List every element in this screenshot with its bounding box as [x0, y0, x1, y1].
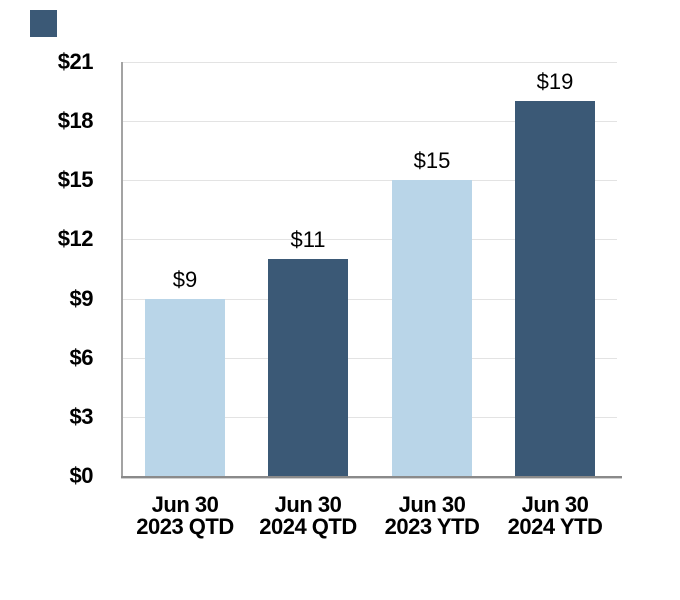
gridline	[123, 180, 617, 181]
x-category-label-line: 2023 YTD	[384, 514, 480, 539]
y-axis-line	[121, 62, 123, 478]
x-category-label: Jun 30 2023 YTD	[357, 494, 507, 538]
bar	[268, 259, 348, 476]
y-tick-label: $12	[57, 226, 94, 251]
y-tick-label: $15	[57, 167, 94, 192]
gridline	[123, 239, 617, 240]
gridline	[123, 417, 617, 418]
x-category-label-line: Jun 30	[274, 492, 342, 517]
x-category-label-line: Jun 30	[151, 492, 219, 517]
bar-value-label: $15	[413, 148, 451, 173]
x-axis-line	[121, 476, 622, 479]
x-category-label: Jun 30 2024 YTD	[480, 494, 630, 538]
y-tick-label: $18	[57, 108, 94, 133]
y-tick-label: $6	[69, 345, 94, 370]
gridline	[123, 121, 617, 122]
x-category-label: Jun 30 2023 QTD	[110, 494, 260, 538]
bar-value-label: $19	[536, 69, 574, 94]
artifact-square	[30, 10, 57, 37]
bar-value-label: $11	[290, 227, 326, 252]
y-tick-label: $9	[69, 286, 94, 311]
x-category-label: Jun 30 2024 QTD	[233, 494, 383, 538]
y-tick-label: $21	[57, 49, 94, 74]
x-category-label-line: Jun 30	[398, 492, 466, 517]
bar	[145, 299, 225, 476]
bar	[515, 101, 595, 476]
gridline	[123, 299, 617, 300]
x-category-label-line: Jun 30	[521, 492, 589, 517]
x-category-label-line: 2024 YTD	[507, 514, 603, 539]
bar-value-label: $9	[172, 267, 198, 292]
y-tick-label: $0	[69, 463, 94, 488]
x-category-label-line: 2023 QTD	[136, 514, 234, 539]
y-tick-label: $3	[69, 404, 94, 429]
gridline	[123, 62, 617, 63]
gridline	[123, 358, 617, 359]
bar	[392, 180, 472, 476]
x-category-label-line: 2024 QTD	[259, 514, 357, 539]
